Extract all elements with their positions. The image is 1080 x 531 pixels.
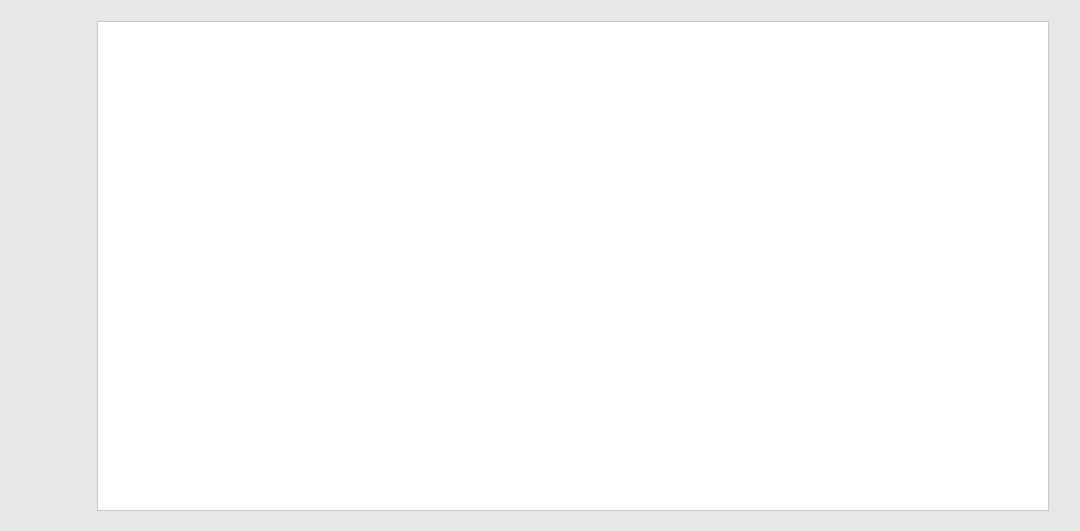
Text: b): b) (127, 279, 145, 297)
Text: equations:: equations: (171, 106, 266, 124)
Text: P = 240 – 10 Q: P = 240 – 10 Q (248, 174, 383, 192)
Text: c): c) (127, 321, 143, 339)
Text: 14.: 14. (127, 72, 160, 90)
Text: a): a) (127, 236, 144, 254)
Text: |: | (127, 361, 133, 379)
Text: and: and (443, 174, 476, 192)
Text: TC = 120 + 8 Q: TC = 120 + 8 Q (551, 174, 692, 192)
Text: Write down equation for MR and MC.: Write down equation for MR and MC. (171, 279, 475, 297)
Text: A shop which sells T – shirts has a demand function and a total cost function gi: A shop which sells T – shirts has a dema… (171, 72, 981, 90)
Text: Calculate the number of T – shirts which must be sold to maximize profit and Rev: Calculate the number of T – shirts which… (171, 321, 895, 339)
Text: Write down the equations for TR and Profit.: Write down the equations for TR and Prof… (171, 236, 530, 254)
